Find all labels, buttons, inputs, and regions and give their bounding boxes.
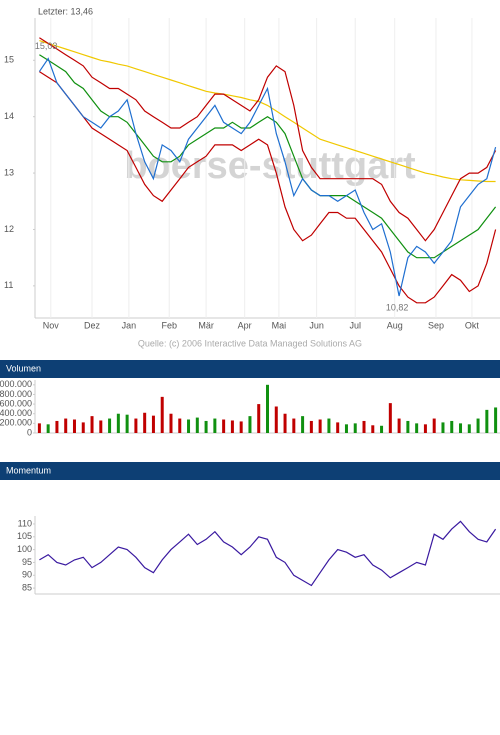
line-series: [39, 520, 497, 587]
x-tick-label: Dez: [84, 320, 101, 330]
line-series: [39, 54, 497, 259]
annotation: 10,82: [386, 302, 409, 312]
bar: [125, 414, 129, 433]
bar: [169, 413, 173, 433]
bar: [388, 403, 392, 433]
x-tick-label: Okt: [465, 320, 480, 330]
y-tick-label: 105: [17, 531, 32, 541]
bar: [292, 418, 296, 433]
x-tick-label: Sep: [428, 320, 444, 330]
y-tick-label: 1.000.000: [0, 379, 32, 389]
bar: [467, 424, 471, 433]
bar: [283, 413, 287, 433]
bar: [441, 422, 445, 433]
y-tick-label: 200.000: [0, 418, 32, 428]
bar: [213, 418, 217, 433]
bar: [239, 421, 243, 433]
last-price: Letzter: 13,46: [38, 6, 93, 16]
bar: [406, 420, 410, 433]
bar: [151, 415, 155, 433]
bar: [432, 418, 436, 433]
y-tick-label: 0: [27, 427, 32, 437]
bar: [55, 420, 59, 433]
bar: [494, 407, 498, 433]
bar: [90, 416, 94, 433]
momentum-header-bar: [0, 462, 500, 480]
bar: [362, 420, 366, 433]
x-tick-label: Mär: [198, 320, 214, 330]
y-tick-label: 85: [22, 582, 32, 592]
y-tick-label: 110: [18, 518, 32, 528]
bar: [72, 419, 76, 433]
y-tick-label: 90: [22, 570, 32, 580]
y-tick-label: 12: [4, 224, 14, 234]
volume-header-bar: [0, 360, 500, 378]
bar: [81, 422, 85, 433]
x-tick-label: Mai: [272, 320, 287, 330]
bar: [318, 419, 322, 433]
bar: [274, 406, 278, 433]
source: Quelle: (c) 2006 Interactive Data Manage…: [138, 338, 362, 348]
bar: [187, 419, 191, 433]
x-tick-label: Feb: [161, 320, 177, 330]
annotation: 15,03: [35, 41, 58, 51]
y-tick-label: 14: [4, 111, 14, 121]
bar: [257, 404, 261, 433]
x-tick-label: Apr: [238, 320, 252, 330]
y-tick-label: 11: [4, 280, 13, 290]
x-tick-label: Nov: [43, 320, 60, 330]
x-tick-label: Jul: [349, 320, 361, 330]
line-series: [39, 71, 497, 304]
bar: [423, 424, 427, 433]
y-tick-label: 800.000: [0, 389, 32, 399]
bar: [222, 419, 226, 433]
bar: [459, 423, 463, 433]
volume-header: Volumen: [6, 363, 41, 373]
y-tick-label: 100: [17, 544, 32, 554]
bar: [344, 424, 348, 433]
bar: [450, 420, 454, 433]
watermark: boerse-stuttgart: [124, 145, 416, 187]
bar: [397, 418, 401, 433]
bar: [309, 420, 313, 433]
x-tick-label: Jan: [122, 320, 137, 330]
bar: [485, 409, 489, 433]
bar: [380, 425, 384, 433]
bar: [64, 418, 68, 433]
line-series: [39, 37, 497, 242]
line-series: [39, 40, 496, 183]
line-series: [38, 57, 497, 297]
bar: [160, 396, 164, 433]
bar: [46, 424, 50, 433]
bar: [143, 412, 147, 433]
bar: [353, 423, 357, 433]
bar: [371, 425, 375, 433]
bar: [301, 416, 305, 433]
y-tick-label: 600.000: [0, 398, 32, 408]
bar: [248, 416, 252, 433]
y-tick-label: 15: [4, 55, 14, 65]
bar: [415, 423, 419, 433]
bar: [204, 420, 208, 433]
bar: [336, 422, 340, 433]
bar: [108, 418, 112, 433]
bar: [134, 418, 138, 433]
x-tick-label: Jun: [309, 320, 324, 330]
x-tick-label: Aug: [387, 320, 403, 330]
y-tick-label: 95: [22, 557, 32, 567]
y-tick-label: 13: [4, 167, 14, 177]
bar: [116, 413, 120, 433]
momentum-header: Momentum: [6, 465, 51, 475]
bar: [266, 384, 269, 433]
bar: [327, 418, 331, 433]
y-tick-label: 400.000: [0, 408, 32, 418]
bar: [230, 420, 234, 433]
bar: [37, 423, 41, 433]
bar: [178, 418, 182, 433]
bar: [476, 418, 480, 433]
bar: [195, 417, 199, 433]
bar: [99, 420, 103, 433]
